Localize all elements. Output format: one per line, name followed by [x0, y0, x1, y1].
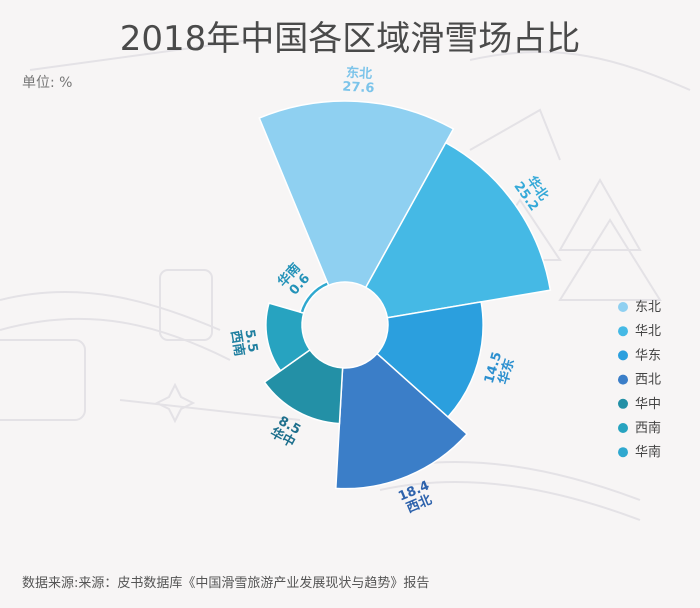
petal-label-group: 14.5华东: [482, 350, 518, 386]
petal-value-label: 27.6: [342, 79, 375, 96]
unit-label: 单位: %: [22, 75, 72, 91]
legend-marker-西南: [618, 423, 628, 433]
legend-marker-华南: [618, 447, 628, 458]
source-note: 数据来源:来源：皮书数据库《中国滑雪旅游产业发展现状与趋势》报告: [22, 575, 429, 591]
rose-petal-华东: [376, 301, 484, 419]
petal-category-label: 5.5: [241, 328, 260, 353]
legend-label: 东北: [635, 300, 661, 315]
legend-marker-东北: [618, 302, 628, 312]
legend-marker-西北: [618, 374, 628, 385]
rose-petal-西北: [335, 352, 469, 490]
petal-label-group: 8.5华中: [267, 414, 302, 451]
legend-marker-华中: [618, 398, 628, 409]
legend-label: 华中: [635, 397, 661, 412]
legend-label: 华北: [635, 324, 661, 339]
petal-label-group: 5.5西南: [227, 328, 260, 357]
petal-category-label: 东北: [346, 65, 373, 82]
legend-marker-华东: [618, 350, 628, 361]
petal-label-group: 华南0.6: [274, 260, 313, 298]
petal-value-label: 华东: [495, 357, 518, 386]
petal-value-label: 西南: [227, 329, 247, 357]
legend-label: 华南: [635, 444, 661, 460]
background-decoration: [0, 39, 691, 521]
legend-label: 西南: [635, 420, 661, 436]
petal-label-group: 18.4西北: [396, 478, 434, 516]
rose-petal-华南: [298, 280, 330, 315]
rose-petals: [258, 100, 552, 490]
rose-petal-东北: [258, 100, 455, 289]
legend-marker-华北: [618, 326, 628, 337]
rose-petal-西南: [265, 302, 311, 372]
rose-petal-华北: [364, 141, 552, 319]
legend-label: 华东: [635, 348, 661, 363]
legend-label: 西北: [635, 373, 661, 388]
chart-title: 2018年中国各区域滑雪场占比: [120, 19, 581, 59]
